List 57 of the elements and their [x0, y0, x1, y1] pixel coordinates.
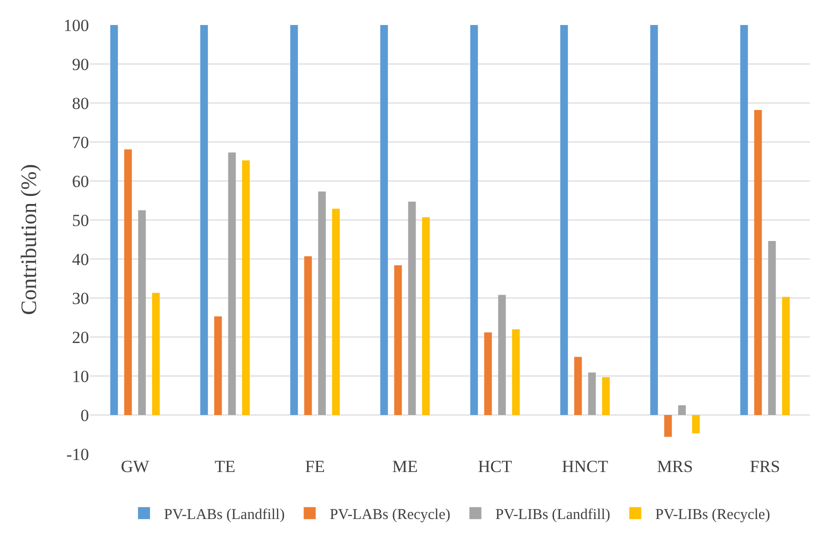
bar	[470, 25, 478, 415]
x-tick-label: GW	[120, 457, 150, 476]
y-tick-label: 20	[72, 328, 89, 347]
bar	[602, 377, 610, 415]
bar	[678, 405, 686, 415]
bar	[380, 25, 388, 415]
x-tick-label: MRS	[657, 457, 693, 476]
bar	[152, 292, 160, 415]
bar	[242, 160, 250, 415]
y-tick-label: 100	[64, 16, 89, 35]
bar	[782, 296, 790, 415]
bar	[332, 208, 340, 415]
x-tick-label: FE	[305, 457, 325, 476]
bar	[394, 265, 402, 415]
legend-label: PV-LIBs (Landfill)	[495, 507, 610, 523]
bar	[318, 192, 326, 415]
bar	[124, 149, 132, 415]
legend-label: PV-LABs (Landfill)	[164, 507, 285, 523]
bar	[754, 110, 762, 415]
bar	[664, 415, 672, 437]
y-tick-label: 50	[72, 210, 89, 230]
bar	[408, 202, 416, 415]
y-tick-label: 30	[72, 288, 89, 308]
legend-label: PV-LIBs (Recycle)	[655, 507, 770, 523]
bar	[740, 25, 748, 415]
x-tick-label: ME	[392, 457, 418, 476]
bar	[304, 256, 312, 415]
bar	[498, 294, 506, 415]
legend-label: PV-LABs (Recycle)	[330, 507, 450, 523]
y-tick-label: 10	[72, 366, 89, 386]
bar	[290, 25, 298, 415]
bar	[214, 316, 222, 415]
x-tick-label: FRS	[750, 457, 780, 476]
y-tick-label: 70	[72, 132, 89, 152]
y-axis-title: Contribution (%)	[16, 164, 41, 315]
bar	[484, 332, 492, 415]
bar	[512, 329, 520, 415]
x-tick-label: HNCT	[562, 457, 609, 476]
y-tick-label: 0	[80, 406, 89, 425]
y-tick-label: 90	[72, 54, 89, 74]
bar	[560, 25, 568, 415]
x-tick-label: HCT	[478, 457, 513, 476]
bar	[574, 356, 582, 415]
bar	[110, 25, 118, 415]
y-tick-label: 40	[72, 250, 89, 269]
x-tick-label: TE	[214, 457, 236, 476]
bar	[422, 217, 430, 415]
bar	[138, 210, 146, 415]
bar	[692, 415, 700, 434]
bar	[650, 25, 658, 415]
y-tick-label: 60	[72, 172, 89, 191]
y-tick-label: -10	[66, 444, 89, 464]
y-tick-label: 80	[72, 94, 89, 113]
bar	[200, 25, 208, 415]
bar	[768, 241, 776, 415]
bar	[228, 152, 236, 415]
bar	[588, 372, 596, 415]
